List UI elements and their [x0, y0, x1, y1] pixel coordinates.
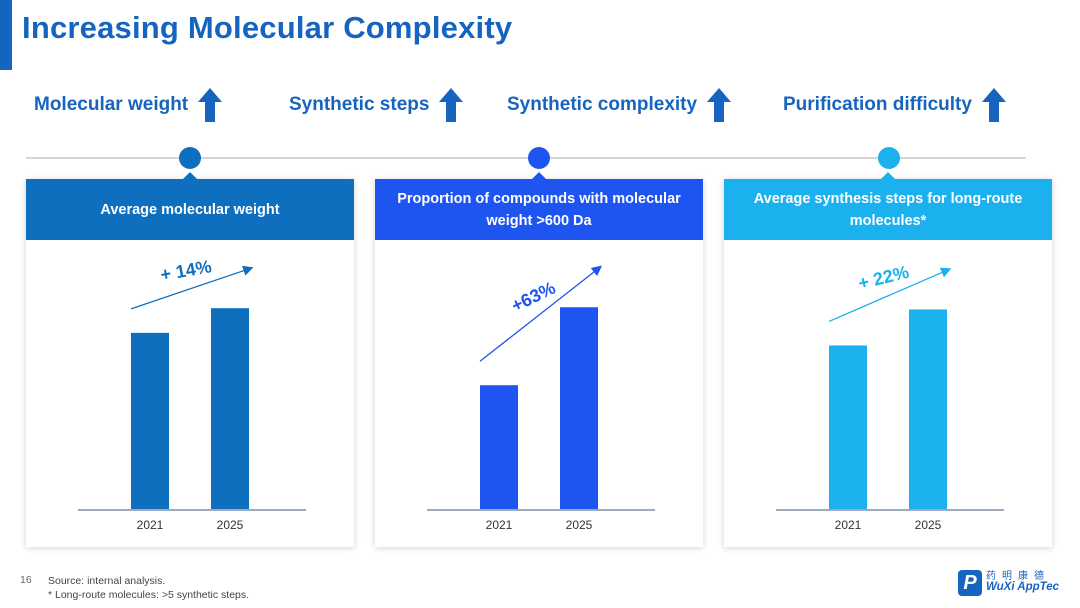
bar-chart-molecular-weight: 2021 2025 + 14%: [78, 256, 306, 532]
bar-2021: [829, 345, 867, 509]
card-heading-text: Proportion of compounds with molecular w…: [397, 190, 681, 229]
arrow-up-icon: [198, 88, 223, 122]
bar-2025: [909, 309, 947, 509]
bar-chart-synthesis-steps: 2021 2025 + 22%: [776, 262, 1004, 532]
growth-label: + 14%: [159, 256, 213, 285]
logo-english: WuXi AppTec: [986, 581, 1060, 594]
card-heading-text: Average synthesis steps for long-route m…: [753, 190, 1023, 229]
arrow-up-icon: [439, 88, 464, 122]
bar-chart-high-mw-proportion: 2021 2025 +63%: [427, 265, 655, 532]
timeline-line: [26, 157, 1026, 159]
page-number: 16: [20, 574, 32, 586]
arrow-up-icon: [707, 88, 732, 122]
growth-label: + 22%: [856, 262, 911, 294]
timeline-dot: [528, 147, 550, 169]
x-tick-label: 2025: [217, 518, 244, 532]
timeline-dot: [179, 147, 201, 169]
logo-text: 药明康德 WuXi AppTec: [986, 572, 1059, 594]
metric-label: Purification difficulty: [783, 94, 972, 115]
bar-2025: [211, 308, 249, 509]
chart-card-synthesis-steps: Average synthesis steps for long-route m…: [724, 172, 1052, 547]
card-heading: Average molecular weight: [26, 172, 354, 240]
card-heading: Average synthesis steps for long-route m…: [724, 172, 1052, 240]
x-tick-label: 2021: [835, 518, 862, 532]
bar-2025: [560, 307, 598, 509]
growth-arrow: [130, 265, 254, 310]
x-tick-label: 2025: [915, 518, 942, 532]
card-heading: Proportion of compounds with molecular w…: [375, 172, 703, 240]
chart-card-molecular-weight: Average molecular weight 2021 2025 + 14%: [26, 172, 354, 547]
company-logo: P 药明康德 WuXi AppTec: [958, 570, 1059, 596]
timeline-dot: [878, 147, 900, 169]
card-heading-text: Average molecular weight: [100, 201, 280, 218]
page-title: Increasing Molecular Complexity: [22, 10, 513, 45]
source-note: Source: internal analysis.: [48, 575, 166, 587]
growth-arrow: [479, 265, 603, 362]
bar-2021: [480, 385, 518, 509]
title-accent-bar: [0, 0, 12, 70]
growth-arrow: [828, 267, 952, 323]
chart-card-high-mw-proportion: Proportion of compounds with molecular w…: [375, 172, 703, 547]
metric-synthetic-complexity: Synthetic complexity: [507, 88, 732, 122]
metric-molecular-weight: Molecular weight: [34, 88, 223, 122]
x-tick-label: 2021: [137, 518, 164, 532]
bar-2021: [131, 332, 169, 509]
x-tick-label: 2025: [566, 518, 593, 532]
logo-mark-icon: P: [958, 570, 982, 596]
footnote: * Long-route molecules: >5 synthetic ste…: [48, 589, 250, 601]
metric-label: Molecular weight: [34, 94, 189, 115]
metric-label: Synthetic steps: [289, 94, 430, 115]
logo-chinese: 药明康德: [986, 571, 1050, 583]
metric-synthetic-steps: Synthetic steps: [289, 88, 464, 122]
metric-purification-difficulty: Purification difficulty: [783, 88, 1006, 122]
growth-label: +63%: [508, 278, 559, 316]
arrow-up-icon: [981, 88, 1006, 122]
metric-label: Synthetic complexity: [507, 94, 698, 115]
x-tick-label: 2021: [486, 518, 513, 532]
